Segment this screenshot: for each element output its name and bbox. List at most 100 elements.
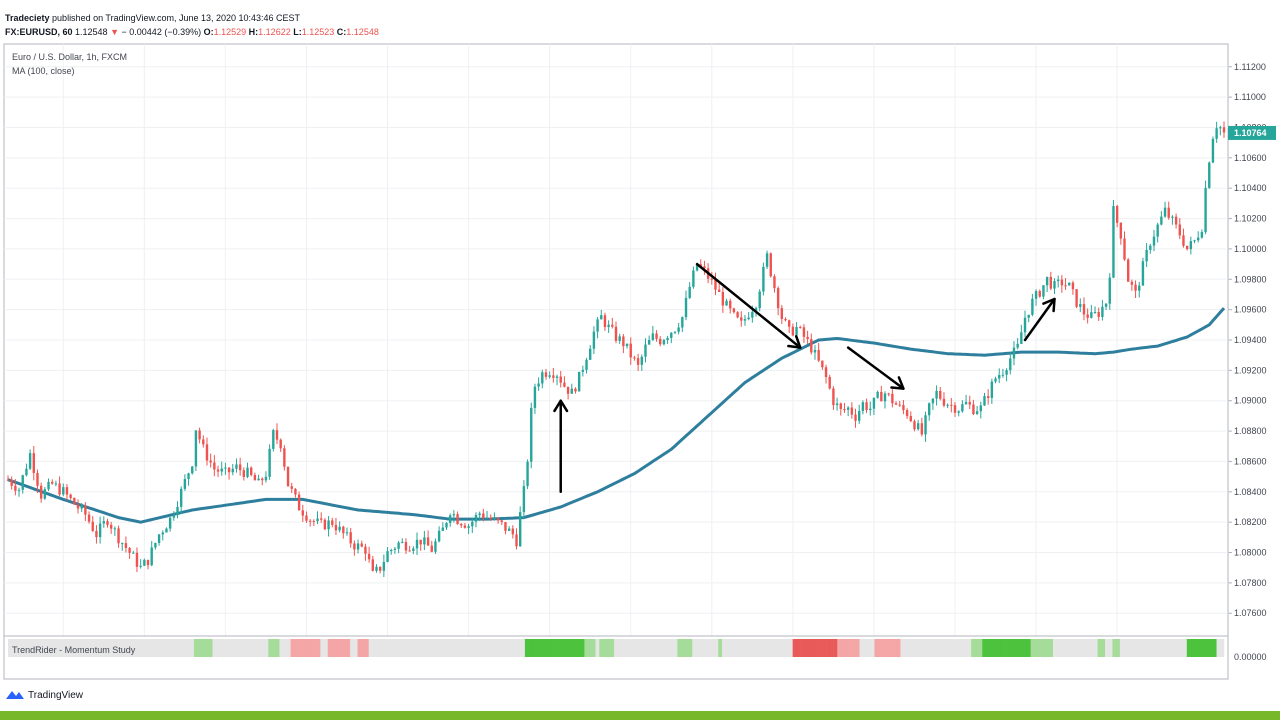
momentum-bar [52, 639, 57, 657]
arrow-shaft [695, 262, 802, 349]
candle-body [290, 486, 293, 489]
momentum-bar [1149, 639, 1154, 657]
momentum-bar [290, 639, 295, 657]
candle-body [10, 479, 13, 486]
momentum-bar [814, 639, 819, 657]
candle-body [146, 559, 150, 566]
down-triangle-icon: ▼ [110, 27, 120, 37]
tradingview-logo[interactable]: TradingView [6, 689, 83, 701]
momentum-bar [372, 639, 377, 657]
momentum-bar [1179, 639, 1184, 657]
momentum-bar [138, 639, 143, 657]
candle-body [795, 326, 798, 336]
momentum-bar [826, 639, 831, 657]
candle-body [286, 466, 290, 487]
candle-body [791, 326, 795, 336]
candle-body [1112, 206, 1115, 278]
momentum-bar [859, 639, 864, 657]
candle-body [905, 410, 909, 417]
candle-body [320, 518, 323, 520]
candle-body [54, 483, 58, 485]
momentum-bar [625, 639, 630, 657]
candle-body [73, 498, 76, 505]
candle-body [533, 386, 537, 408]
candle-body [1034, 291, 1038, 299]
low-label: L: [293, 27, 302, 37]
momentum-bar [915, 639, 920, 657]
candle-body [179, 488, 183, 507]
candle-body [872, 397, 876, 409]
candle-body [784, 318, 787, 321]
candle-body [618, 336, 621, 341]
candle-body [928, 403, 931, 416]
candle-body [51, 481, 54, 484]
momentum-bar [242, 639, 247, 657]
y-tick-label: 1.08200 [1234, 517, 1267, 527]
candle-body [1156, 224, 1159, 237]
momentum-bar [1168, 639, 1173, 657]
candle-body [308, 520, 312, 522]
candle-body [1126, 259, 1130, 282]
momentum-bar [759, 639, 764, 657]
momentum-bar [695, 639, 700, 657]
momentum-bar [565, 639, 570, 657]
momentum-bar [26, 639, 31, 657]
candle-body [570, 388, 573, 394]
momentum-bar [387, 639, 392, 657]
chart-title: Euro / U.S. Dollar, 1h, FXCM [12, 52, 127, 62]
candle-body [386, 551, 389, 562]
momentum-bar [1067, 639, 1072, 657]
momentum-bar [740, 639, 745, 657]
momentum-bar [71, 639, 76, 657]
candle-body [1053, 281, 1056, 289]
momentum-bar [1183, 639, 1188, 657]
momentum-bar [792, 639, 797, 657]
momentum-bar [796, 639, 801, 657]
candle-body [272, 430, 275, 449]
candle-body [445, 522, 448, 528]
momentum-bars [8, 639, 1225, 657]
candle-body [629, 343, 632, 358]
bottom-accent-bar [0, 711, 1280, 720]
momentum-bar [978, 639, 983, 657]
candle-body [124, 543, 128, 548]
momentum-bar [8, 639, 13, 657]
momentum-bar [405, 639, 410, 657]
arrow-head [890, 376, 905, 390]
candle-body [666, 337, 669, 341]
candle-body [264, 476, 268, 481]
candle-body [257, 478, 260, 481]
candle-body [839, 403, 842, 410]
candle-body [393, 548, 397, 550]
momentum-bar [160, 639, 165, 657]
momentum-bar [201, 639, 206, 657]
momentum-bar [800, 639, 805, 657]
author-name[interactable]: Tradeciety [5, 13, 50, 23]
candle-body [596, 319, 599, 332]
momentum-bar [837, 639, 842, 657]
candle-body [1075, 289, 1078, 307]
candle-body [902, 405, 905, 411]
candle-body [168, 517, 172, 529]
momentum-bar [309, 639, 314, 657]
candle-body [1178, 224, 1181, 236]
momentum-bar [580, 639, 585, 657]
candle-body [894, 403, 898, 405]
candle-body [47, 481, 50, 490]
momentum-bar [469, 639, 474, 657]
momentum-bar [933, 639, 938, 657]
momentum-bar [658, 639, 663, 657]
candle-body [102, 521, 106, 524]
momentum-bar [524, 639, 529, 657]
candle-body [515, 534, 518, 547]
candle-body [69, 494, 72, 499]
candle-body [448, 515, 452, 523]
momentum-bar [1064, 639, 1069, 657]
candle-body [541, 372, 544, 384]
momentum-bar [45, 639, 50, 657]
candle-body [931, 398, 935, 404]
candle-body [673, 331, 677, 333]
momentum-bar [457, 639, 462, 657]
candle-body [964, 402, 968, 405]
